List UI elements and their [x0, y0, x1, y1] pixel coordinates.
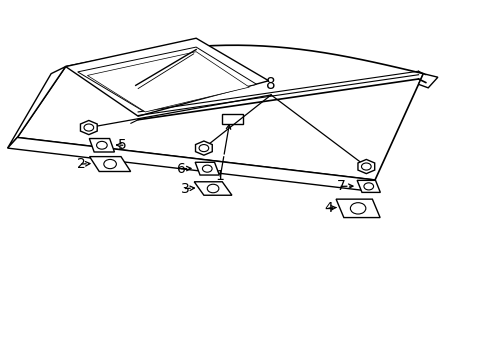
Polygon shape	[357, 159, 374, 174]
Polygon shape	[89, 157, 130, 171]
Text: 7: 7	[336, 179, 345, 193]
Polygon shape	[418, 74, 437, 88]
Text: 6: 6	[177, 162, 186, 176]
Polygon shape	[89, 139, 114, 152]
Polygon shape	[356, 180, 380, 192]
Polygon shape	[78, 47, 256, 111]
Polygon shape	[87, 52, 249, 112]
Text: 8: 8	[266, 77, 275, 92]
Text: 5: 5	[118, 138, 127, 152]
Polygon shape	[194, 182, 231, 195]
Polygon shape	[65, 38, 268, 116]
Polygon shape	[17, 45, 423, 180]
Text: 1: 1	[215, 170, 224, 184]
Polygon shape	[81, 121, 97, 135]
Polygon shape	[195, 162, 219, 175]
Polygon shape	[195, 141, 212, 155]
Polygon shape	[8, 67, 65, 148]
FancyBboxPatch shape	[222, 114, 243, 124]
Text: 3: 3	[181, 181, 189, 195]
Text: 4: 4	[324, 201, 333, 215]
Polygon shape	[335, 199, 379, 217]
Text: 2: 2	[77, 157, 86, 171]
Polygon shape	[8, 138, 374, 191]
